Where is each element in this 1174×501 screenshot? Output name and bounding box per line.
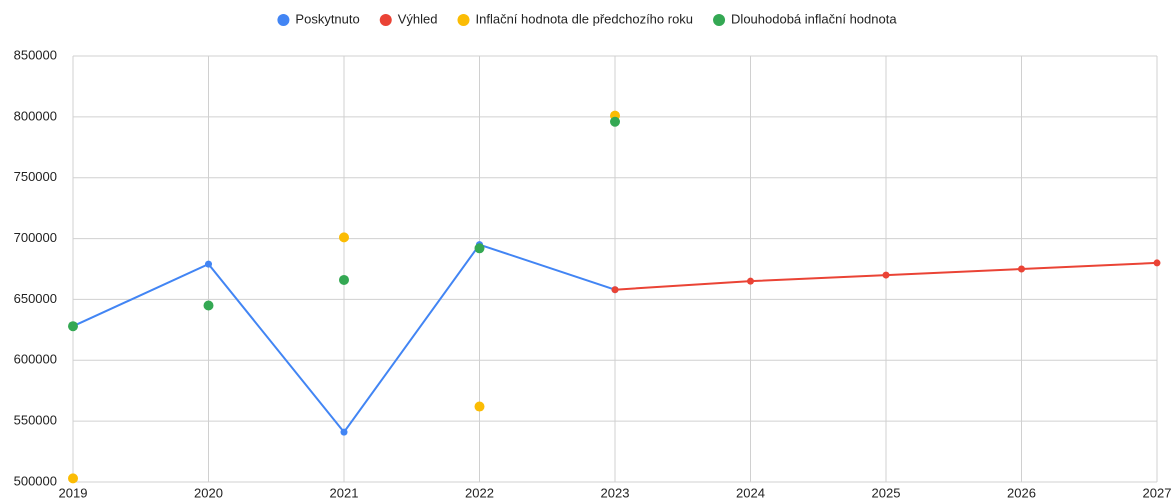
y-tick-label: 850000: [14, 47, 57, 62]
legend-swatch: [713, 14, 726, 26]
x-tick-label: 2023: [601, 485, 630, 500]
x-tick-label: 2019: [59, 485, 88, 500]
x-tick-label: 2026: [1007, 485, 1036, 500]
data-point: [1018, 265, 1025, 273]
data-point: [474, 401, 485, 412]
legend: Poskytnuto Výhled Inflační hodnota dle pře…: [277, 11, 897, 26]
x-tick-label: 2021: [330, 485, 359, 500]
legend-swatch: [277, 14, 290, 26]
data-point: [611, 286, 619, 294]
data-point: [339, 274, 349, 285]
data-point: [339, 232, 349, 243]
x-tick-label: 2020: [194, 485, 223, 500]
data-point: [1153, 259, 1161, 267]
y-tick-label: 650000: [14, 291, 57, 306]
legend-label: Poskytnuto: [295, 11, 359, 26]
x-tick-label: 2027: [1143, 485, 1172, 500]
y-tick-label: 700000: [14, 230, 57, 245]
data-point: [340, 428, 348, 436]
y-tick-label: 550000: [14, 413, 57, 428]
y-tick-label: 800000: [14, 108, 57, 123]
data-point: [68, 473, 78, 484]
y-tick-label: 750000: [14, 169, 57, 184]
x-tick-label: 2024: [736, 485, 765, 500]
data-point: [474, 243, 485, 254]
legend-label: Výhled: [398, 11, 438, 26]
legend-swatch: [457, 14, 470, 26]
x-tick-label: 2025: [872, 485, 901, 500]
data-point: [68, 321, 78, 332]
x-tick-label: 2022: [465, 485, 494, 500]
data-point: [205, 260, 212, 268]
y-tick-label: 500000: [14, 473, 57, 488]
data-point: [747, 277, 754, 285]
data-point: [882, 271, 890, 279]
data-point: [610, 116, 620, 127]
legend-swatch: [379, 14, 392, 26]
y-tick-label: 600000: [14, 352, 57, 367]
data-point: [203, 300, 214, 311]
legend-label: Dlouhodobá inflační hodnota: [731, 11, 897, 26]
legend-label: Inflační hodnota dle předchozího roku: [476, 11, 694, 26]
